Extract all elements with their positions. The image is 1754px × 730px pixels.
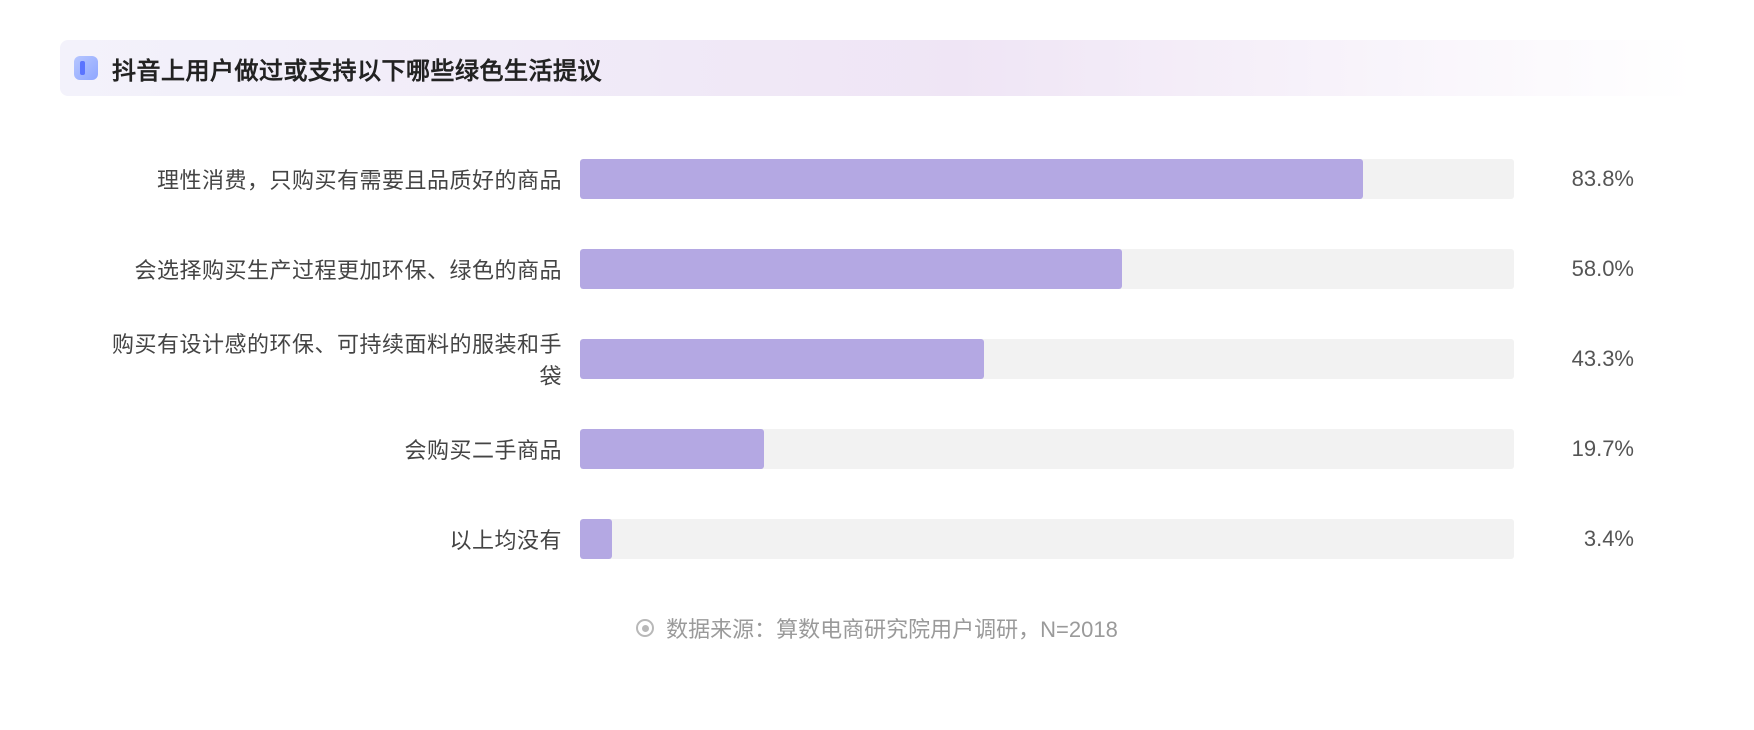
- bar-track: [580, 429, 1514, 469]
- bar-label: 会购买二手商品: [100, 433, 580, 465]
- chart-footer: 数据来源：算数电商研究院用户调研，N=2018: [60, 612, 1694, 644]
- bar-track: [580, 159, 1514, 199]
- bar-label: 会选择购买生产过程更加环保、绿色的商品: [100, 253, 580, 285]
- bar-fill: [580, 519, 612, 559]
- chart-header: 抖音上用户做过或支持以下哪些绿色生活提议: [60, 40, 1694, 96]
- source-text: 数据来源：算数电商研究院用户调研，N=2018: [666, 612, 1118, 644]
- bar-label: 购买有设计感的环保、可持续面料的服装和手袋: [100, 327, 580, 391]
- bar-value: 83.8%: [1514, 166, 1634, 192]
- bar-value: 19.7%: [1514, 436, 1634, 462]
- bar-row: 会购买二手商品 19.7%: [100, 426, 1634, 472]
- bar-value: 58.0%: [1514, 256, 1634, 282]
- bar-fill: [580, 159, 1363, 199]
- header-bullet-icon: [74, 56, 98, 80]
- bar-row: 以上均没有 3.4%: [100, 516, 1634, 562]
- bar-track: [580, 339, 1514, 379]
- bar-fill: [580, 249, 1122, 289]
- chart-title: 抖音上用户做过或支持以下哪些绿色生活提议: [112, 51, 602, 86]
- bar-track: [580, 519, 1514, 559]
- bar-row: 理性消费，只购买有需要且品质好的商品 83.8%: [100, 156, 1634, 202]
- bar-label: 以上均没有: [100, 523, 580, 555]
- bar-fill: [580, 339, 984, 379]
- source-icon: [636, 619, 654, 637]
- bar-fill: [580, 429, 764, 469]
- bar-chart: 理性消费，只购买有需要且品质好的商品 83.8% 会选择购买生产过程更加环保、绿色的…: [60, 156, 1694, 562]
- bar-track: [580, 249, 1514, 289]
- bar-value: 3.4%: [1514, 526, 1634, 552]
- bar-label: 理性消费，只购买有需要且品质好的商品: [100, 163, 580, 195]
- bar-row: 购买有设计感的环保、可持续面料的服装和手袋43.3%: [100, 336, 1634, 382]
- bar-row: 会选择购买生产过程更加环保、绿色的商品 58.0%: [100, 246, 1634, 292]
- bar-value: 43.3%: [1514, 346, 1634, 372]
